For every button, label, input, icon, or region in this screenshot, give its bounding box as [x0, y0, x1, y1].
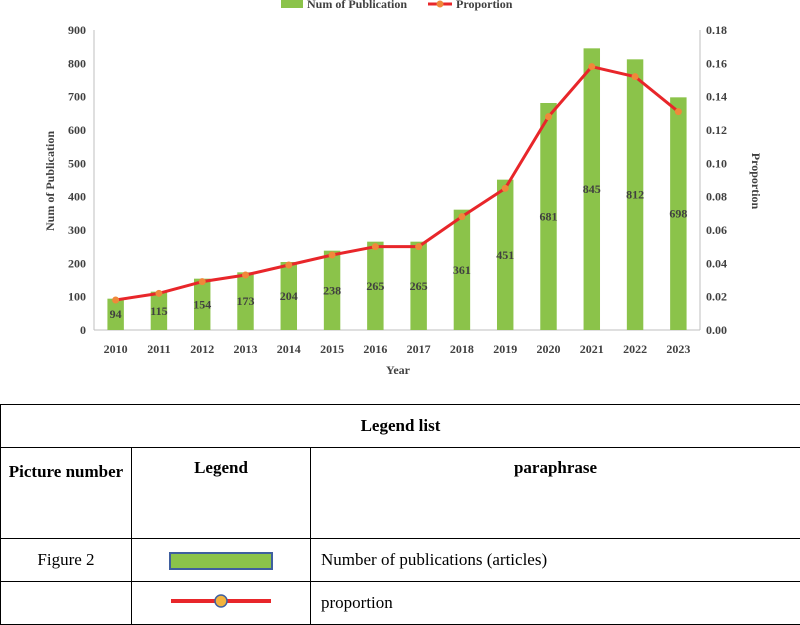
bar-value-label: 698 [669, 207, 687, 221]
y-tick-right-label: 0.12 [706, 123, 727, 137]
y-tick-right-label: 0.16 [706, 56, 727, 70]
header-paraphrase-text: paraphrase [311, 448, 800, 478]
green-bar-swatch-icon [169, 552, 273, 570]
header-paraphrase: paraphrase [311, 448, 800, 539]
y-tick-left-label: 0 [80, 323, 86, 337]
legend-swatch-proportion-marker [437, 1, 444, 8]
proportion-point [329, 252, 336, 259]
proportion-point [632, 73, 639, 80]
x-tick-label: 2013 [234, 342, 258, 356]
proportion-point [242, 272, 249, 279]
row-paraphrase-proportion: proportion [311, 582, 800, 625]
x-tick-label: 2017 [407, 342, 431, 356]
bar-value-label: 845 [583, 182, 601, 196]
legend-swatch-publications [281, 0, 303, 8]
bar-value-label: 94 [110, 307, 122, 321]
x-tick-label: 2014 [277, 342, 301, 356]
y-tick-left-label: 200 [68, 256, 86, 270]
y-tick-left-label: 300 [68, 223, 86, 237]
bar-value-label: 154 [193, 297, 211, 311]
proportion-point [588, 63, 595, 70]
y-tick-left-label: 900 [68, 23, 86, 37]
legend-label-proportion: Proportion [456, 0, 513, 11]
y-tick-right-label: 0.18 [706, 23, 727, 37]
x-tick-label: 2023 [666, 342, 690, 356]
proportion-point [502, 185, 509, 192]
red-line-with-marker-icon [161, 593, 281, 609]
y-tick-right-label: 0.10 [706, 156, 727, 170]
row-legend-icon-bar [132, 539, 311, 582]
header-picture-number: Picture number [1, 448, 132, 539]
legend-label-publications: Num of Publication [307, 0, 407, 11]
y-tick-left-label: 600 [68, 123, 86, 137]
y-tick-left-label: 100 [68, 290, 86, 304]
y-tick-left-label: 800 [68, 56, 86, 70]
x-tick-label: 2020 [537, 342, 561, 356]
x-axis-title: Year [386, 363, 411, 377]
bar-value-label: 173 [237, 294, 255, 308]
proportion-point [155, 290, 162, 297]
y-tick-right-label: 0.04 [706, 256, 727, 270]
x-tick-label: 2022 [623, 342, 647, 356]
y-tick-right-label: 0.00 [706, 323, 727, 337]
header-legend-text: Legend [132, 448, 310, 478]
bar-value-label: 812 [626, 188, 644, 202]
legend-table-title: Legend list [1, 405, 800, 448]
bar-value-label: 681 [540, 210, 558, 224]
bar-value-label: 204 [280, 289, 298, 303]
legend-table: Legend list Picture number Legend paraph… [0, 404, 800, 625]
proportion-point [285, 262, 292, 269]
bar-value-label: 115 [150, 304, 167, 318]
y-axis-left-title: Num of Publication [43, 131, 57, 231]
header-legend: Legend [132, 448, 311, 539]
y-tick-right-label: 0.14 [706, 90, 727, 104]
y-tick-left-label: 400 [68, 190, 86, 204]
proportion-point [112, 297, 119, 304]
bar-value-label: 451 [496, 248, 514, 262]
x-tick-label: 2011 [147, 342, 170, 356]
x-tick-label: 2015 [320, 342, 344, 356]
chart-legend: Num of Publication Proportion [281, 0, 513, 11]
combo-chart: Num of Publication Proportion 94 115 154 17… [0, 0, 800, 400]
x-tick-label: 2010 [104, 342, 128, 356]
proportion-point [675, 108, 682, 115]
x-tick-label: 2016 [363, 342, 387, 356]
y-tick-left-label: 700 [68, 90, 86, 104]
y-axis-right-title: Proportion [749, 153, 763, 210]
y-tick-left-label: 500 [68, 156, 86, 170]
row-picture-number-empty [1, 582, 132, 625]
proportion-point [199, 278, 206, 285]
row-picture-number: Figure 2 [1, 539, 132, 582]
row-paraphrase-publications: Number of publications (articles) [311, 539, 800, 582]
proportion-point [545, 113, 552, 120]
x-tick-label: 2018 [450, 342, 474, 356]
y-tick-right-label: 0.02 [706, 290, 727, 304]
y-tick-right-label: 0.08 [706, 190, 727, 204]
proportion-point [458, 213, 465, 220]
bar-value-label: 361 [453, 263, 471, 277]
x-tick-label: 2021 [580, 342, 604, 356]
bar-value-label: 265 [366, 279, 384, 293]
proportion-point [415, 243, 422, 250]
row-legend-icon-line [132, 582, 311, 625]
bar-value-label: 238 [323, 283, 341, 297]
x-tick-label: 2019 [493, 342, 517, 356]
x-tick-label: 2012 [190, 342, 214, 356]
bar-value-label: 265 [410, 279, 428, 293]
proportion-point [372, 243, 379, 250]
y-tick-right-label: 0.06 [706, 223, 727, 237]
